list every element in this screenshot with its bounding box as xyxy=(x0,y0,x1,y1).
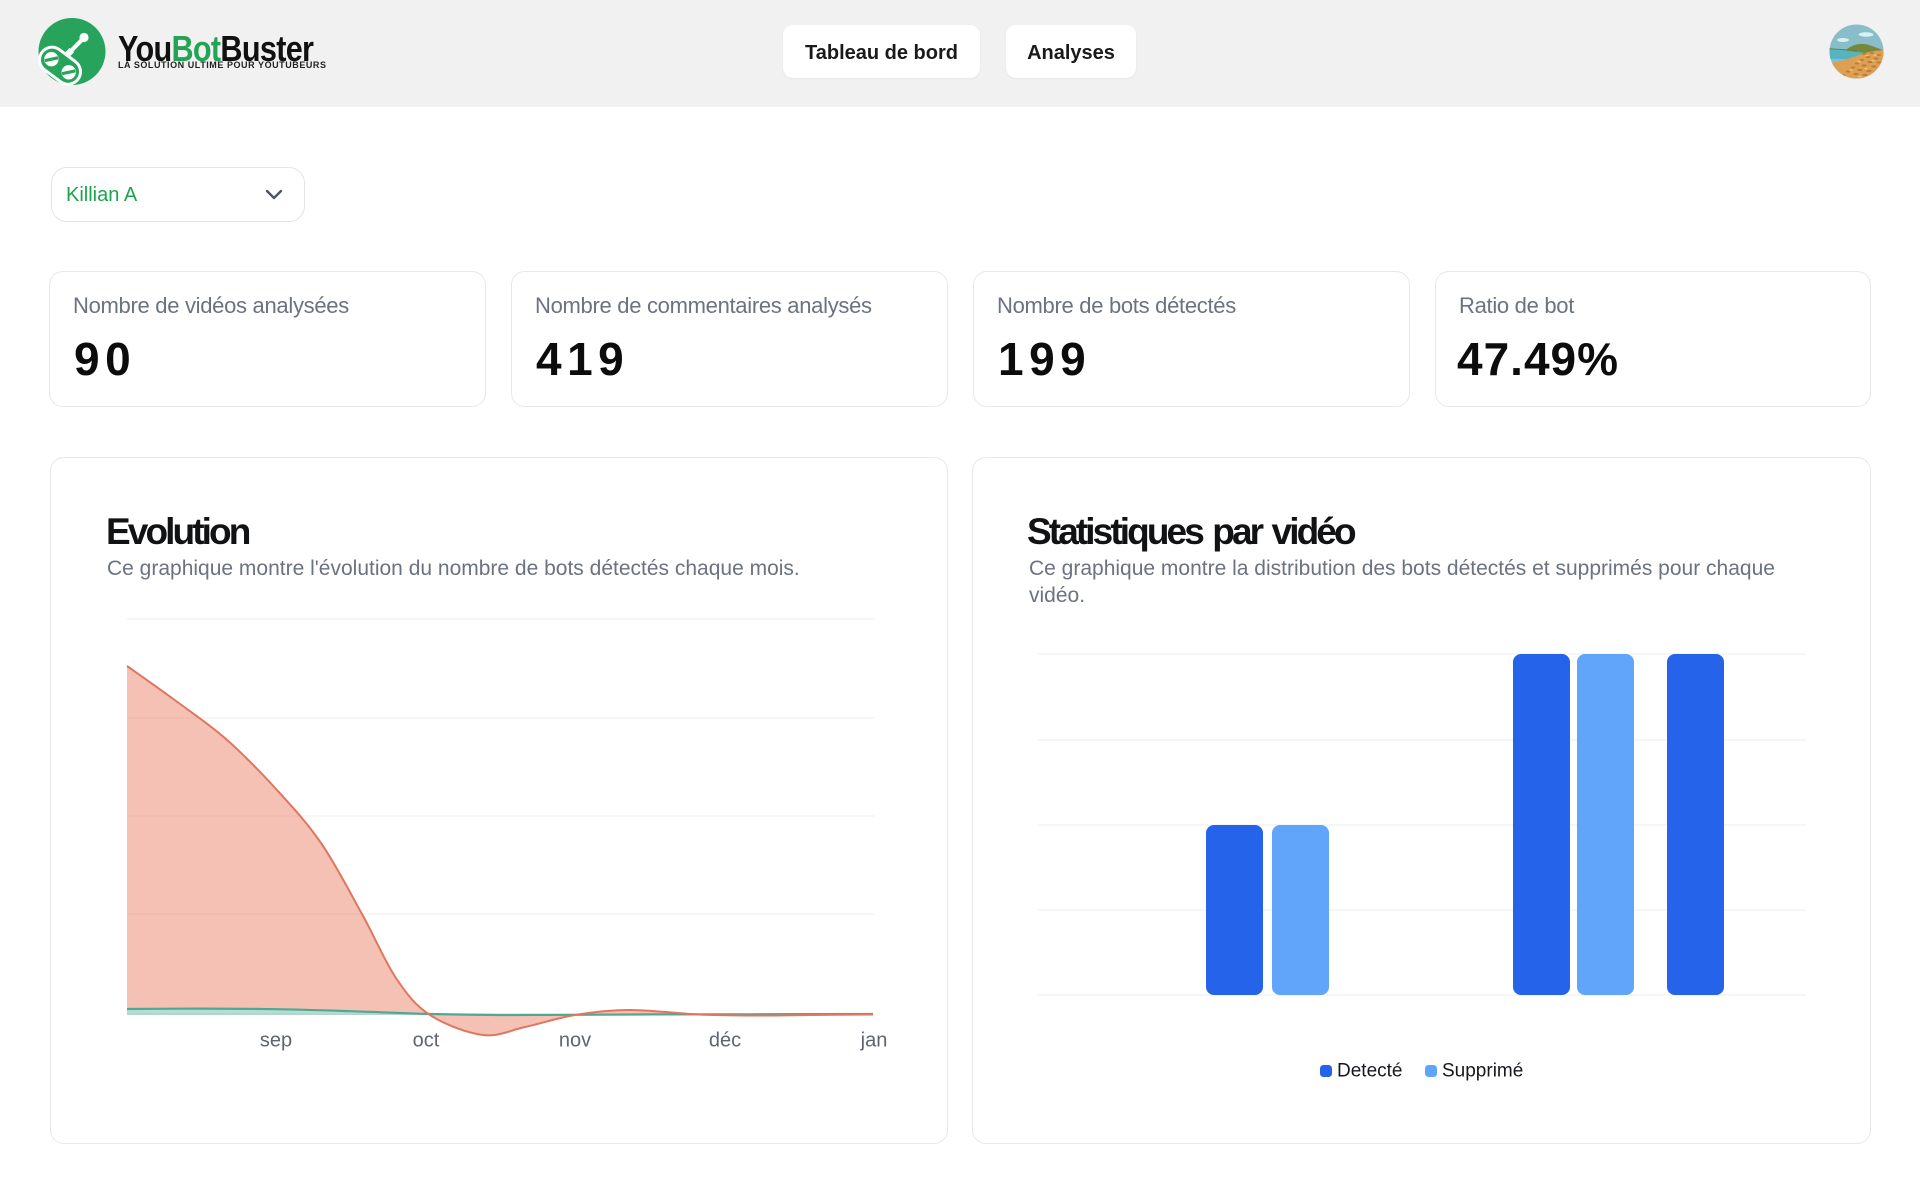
svg-text:Supprimé: Supprimé xyxy=(1442,1061,1523,1082)
svg-text:Detecté: Detecté xyxy=(1337,1061,1402,1082)
svg-text:jan: jan xyxy=(860,1030,888,1052)
svg-text:déc: déc xyxy=(709,1030,741,1052)
svg-text:oct: oct xyxy=(413,1030,440,1052)
svg-text:nov: nov xyxy=(559,1030,591,1052)
svg-text:sep: sep xyxy=(260,1030,292,1052)
